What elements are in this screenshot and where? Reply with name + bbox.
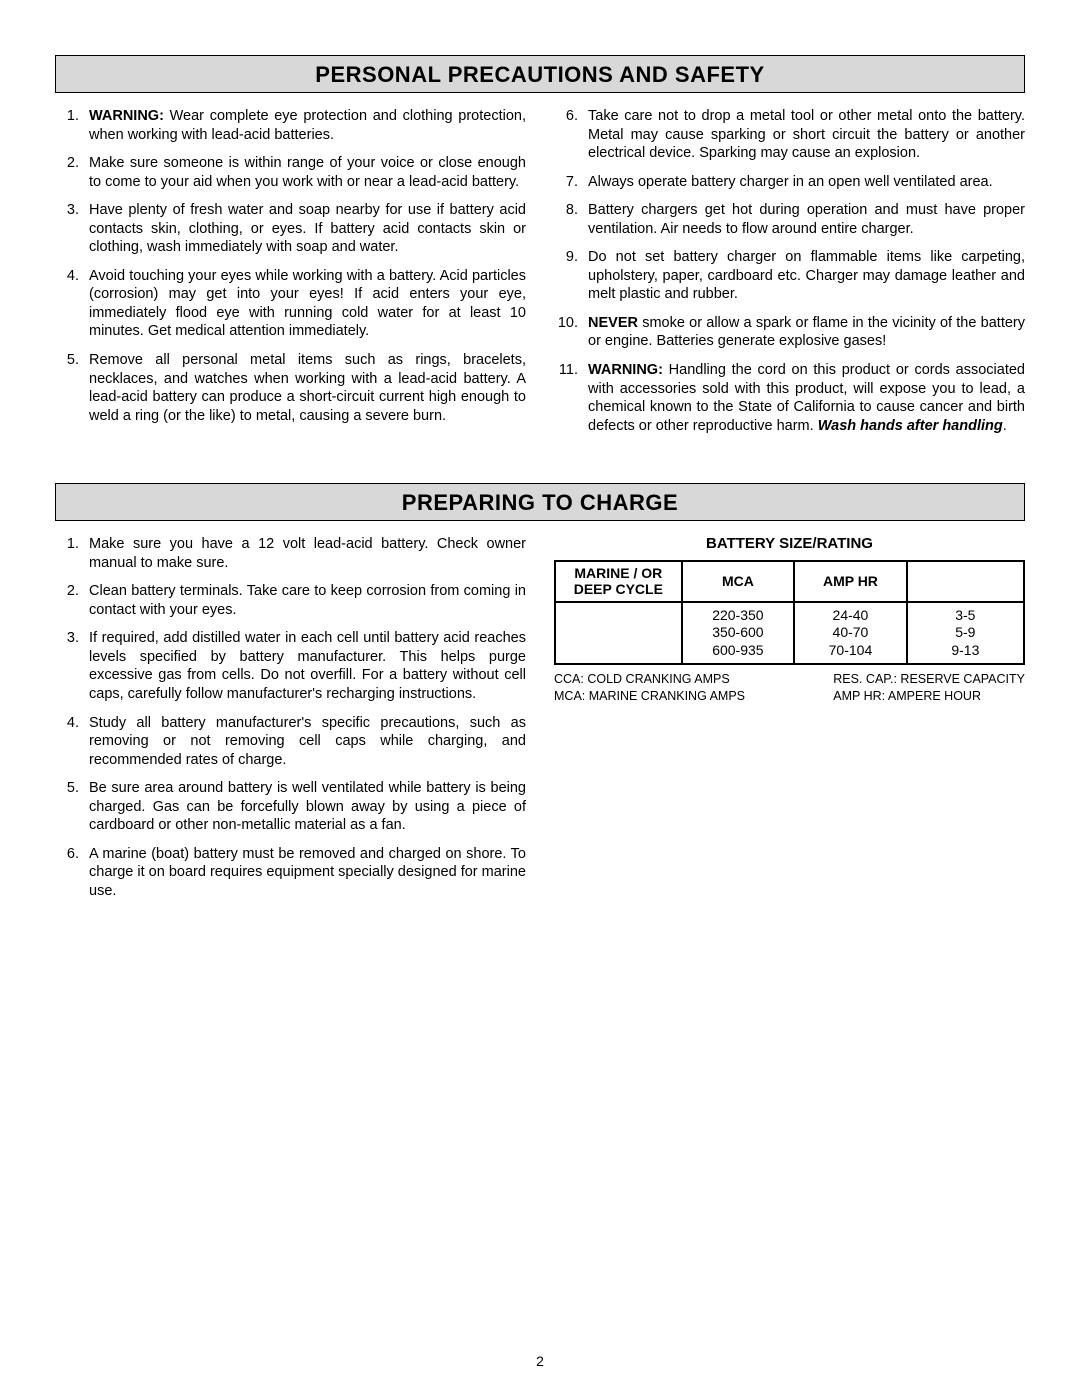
- section-header-preparing: PREPARING TO CHARGE: [55, 483, 1025, 521]
- item-text: If required, add distilled water in each…: [89, 630, 526, 702]
- table-cell: [555, 602, 682, 665]
- battery-table: MARINE / ORDEEP CYCLE MCA AMP HR 220-350…: [554, 560, 1025, 665]
- section-header-safety: PERSONAL PRECAUTIONS AND SAFETY: [55, 55, 1025, 93]
- table-header-row: MARINE / ORDEEP CYCLE MCA AMP HR: [555, 561, 1024, 602]
- item-text: Remove all personal metal items such as …: [89, 352, 526, 424]
- list-item: Do not set battery charger on flammable …: [582, 248, 1025, 304]
- list-item: WARNING: Wear complete eye protection an…: [83, 107, 526, 144]
- table-cell: 3-55-99-13: [907, 602, 1024, 665]
- table-row: 220-350350-600600-935 24-4040-7070-104 3…: [555, 602, 1024, 665]
- preparing-columns: Make sure you have a 12 volt lead-acid b…: [55, 535, 1025, 910]
- preparing-col-right: BATTERY SIZE/RATING MARINE / ORDEEP CYCL…: [554, 535, 1025, 910]
- list-item: Be sure area around battery is well vent…: [83, 779, 526, 835]
- item-text: Do not set battery charger on flammable …: [588, 249, 1025, 302]
- table-header: MCA: [682, 561, 795, 602]
- item-text: Avoid touching your eyes while working w…: [89, 268, 526, 340]
- table-header: MARINE / ORDEEP CYCLE: [555, 561, 682, 602]
- list-item: Make sure someone is within range of you…: [83, 154, 526, 191]
- list-item: Make sure you have a 12 volt lead-acid b…: [83, 535, 526, 572]
- list-item: Take care not to drop a metal tool or ot…: [582, 107, 1025, 163]
- wash-hands-label: Wash hands after handling: [818, 418, 1003, 434]
- list-item: WARNING: Handling the cord on this produ…: [582, 361, 1025, 435]
- list-item: Remove all personal metal items such as …: [83, 351, 526, 425]
- item-text: smoke or allow a spark or flame in the v…: [588, 315, 1025, 350]
- list-item: Clean battery terminals. Take care to ke…: [83, 582, 526, 619]
- item-text: Take care not to drop a metal tool or ot…: [588, 108, 1025, 161]
- safety-col-left: WARNING: Wear complete eye protection an…: [55, 107, 526, 445]
- list-item: Study all battery manufacturer's specifi…: [83, 714, 526, 770]
- item-text: A marine (boat) battery must be removed …: [89, 846, 526, 899]
- page-number: 2: [0, 1353, 1080, 1369]
- list-item: Avoid touching your eyes while working w…: [83, 267, 526, 341]
- preparing-list: Make sure you have a 12 volt lead-acid b…: [55, 535, 526, 900]
- warning-label: WARNING:: [588, 362, 663, 378]
- item-text: Make sure someone is within range of you…: [89, 155, 526, 190]
- manual-page: PERSONAL PRECAUTIONS AND SAFETY WARNING:…: [0, 0, 1080, 1397]
- list-item: Have plenty of fresh water and soap near…: [83, 201, 526, 257]
- legend-right: RES. CAP.: RESERVE CAPACITYAMP HR: AMPER…: [833, 671, 1025, 704]
- item-text: Be sure area around battery is well vent…: [89, 780, 526, 833]
- item-text: Clean battery terminals. Take care to ke…: [89, 583, 526, 618]
- item-text: Always operate battery charger in an ope…: [588, 174, 993, 190]
- table-header: [907, 561, 1024, 602]
- list-item: NEVER smoke or allow a spark or flame in…: [582, 314, 1025, 351]
- table-cell: 24-4040-7070-104: [794, 602, 907, 665]
- preparing-col-left: Make sure you have a 12 volt lead-acid b…: [55, 535, 526, 910]
- table-cell: 220-350350-600600-935: [682, 602, 795, 665]
- never-label: NEVER: [588, 315, 638, 331]
- safety-list-left: WARNING: Wear complete eye protection an…: [55, 107, 526, 425]
- warning-label: WARNING:: [89, 108, 164, 124]
- table-title: BATTERY SIZE/RATING: [554, 535, 1025, 552]
- legend-left: CCA: COLD CRANKING AMPSMCA: MARINE CRANK…: [554, 671, 745, 704]
- table-legend: CCA: COLD CRANKING AMPSMCA: MARINE CRANK…: [554, 671, 1025, 704]
- item-text: Make sure you have a 12 volt lead-acid b…: [89, 536, 526, 571]
- list-item: Battery chargers get hot during operatio…: [582, 201, 1025, 238]
- item-tail: .: [1003, 418, 1007, 434]
- list-item: If required, add distilled water in each…: [83, 629, 526, 703]
- safety-list-right: Take care not to drop a metal tool or ot…: [554, 107, 1025, 435]
- safety-col-right: Take care not to drop a metal tool or ot…: [554, 107, 1025, 445]
- item-text: Have plenty of fresh water and soap near…: [89, 202, 526, 255]
- item-text: Study all battery manufacturer's specifi…: [89, 715, 526, 768]
- table-header: AMP HR: [794, 561, 907, 602]
- list-item: Always operate battery charger in an ope…: [582, 173, 1025, 192]
- list-item: A marine (boat) battery must be removed …: [83, 845, 526, 901]
- item-text: Battery chargers get hot during operatio…: [588, 202, 1025, 237]
- safety-columns: WARNING: Wear complete eye protection an…: [55, 107, 1025, 445]
